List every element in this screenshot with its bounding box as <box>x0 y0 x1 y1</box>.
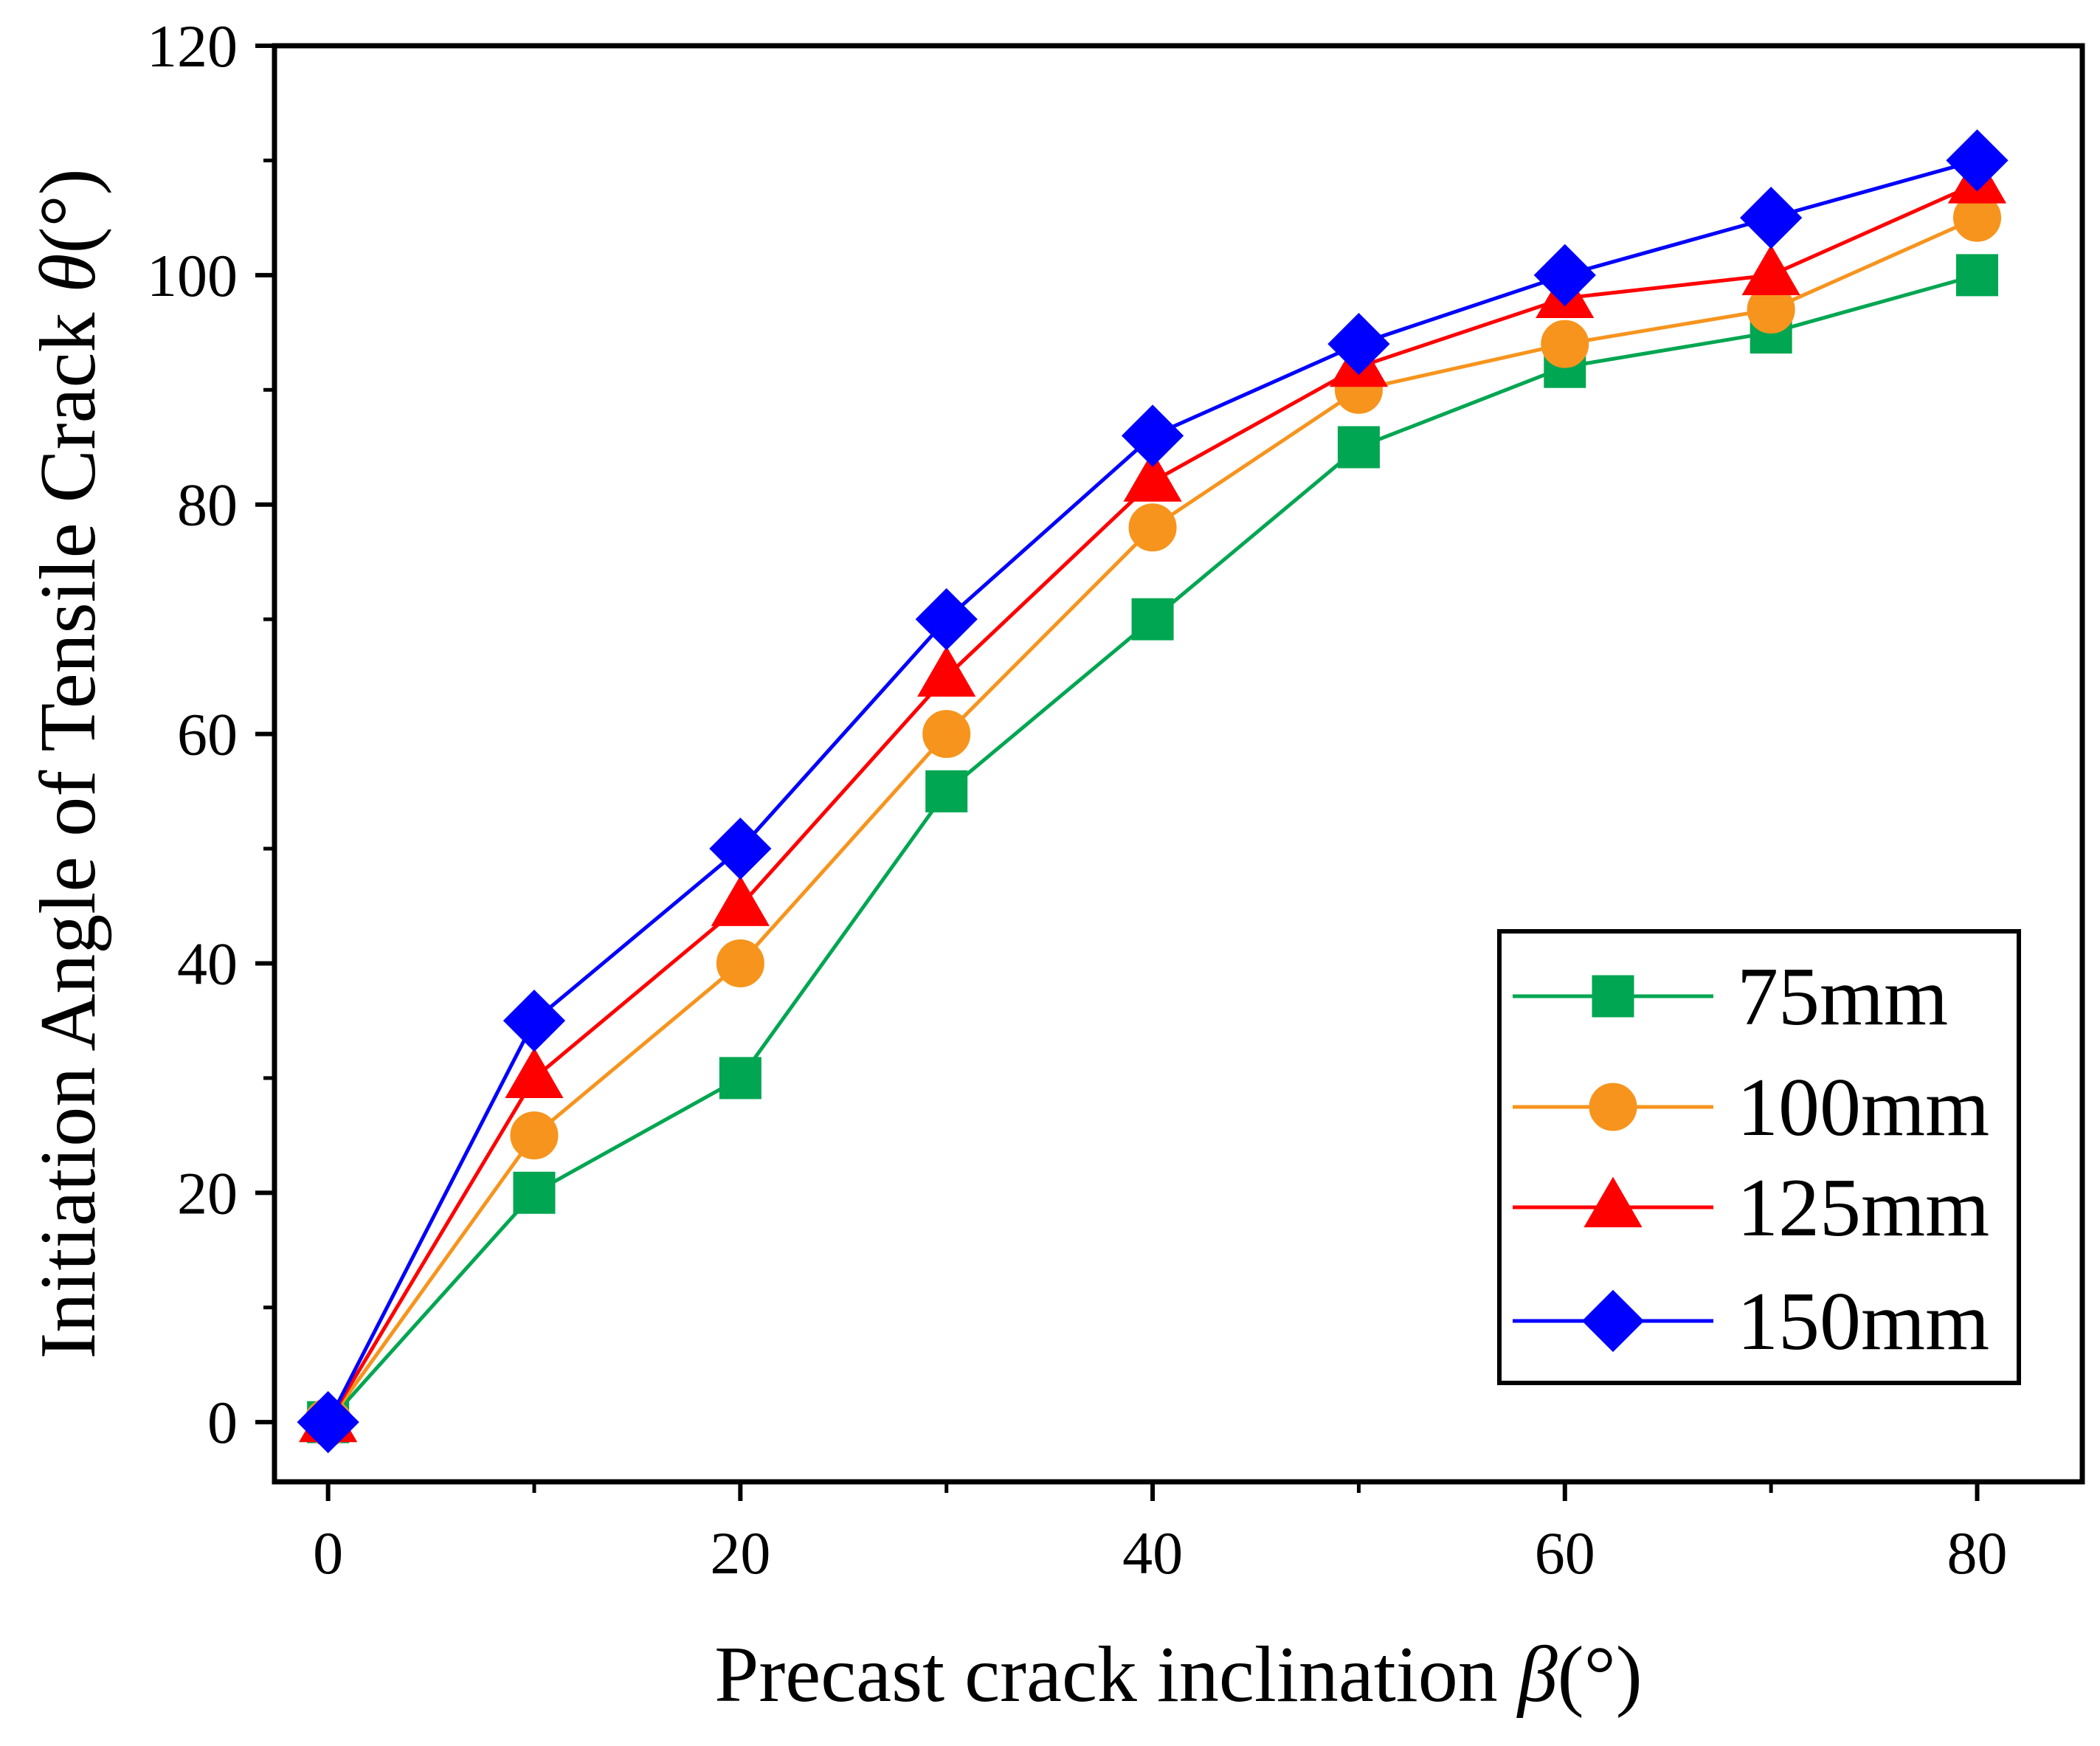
y-tick-label: 0 <box>207 1389 238 1456</box>
x-tick-label: 40 <box>1122 1519 1183 1587</box>
data-point <box>297 1391 359 1454</box>
y-tick-label: 20 <box>177 1159 238 1226</box>
x-tick-label: 60 <box>1535 1519 1595 1587</box>
legend-item: 150mm <box>1513 1276 1989 1367</box>
data-point <box>1337 426 1380 469</box>
data-point <box>1541 320 1589 368</box>
legend-marker <box>1581 1289 1645 1353</box>
legend-box <box>1497 929 2021 1385</box>
legend-marker <box>1592 975 1634 1018</box>
data-point <box>1123 451 1182 502</box>
legend-marker <box>1583 1176 1643 1228</box>
data-point <box>709 817 772 880</box>
data-point <box>1956 254 1999 297</box>
y-tick-label: 100 <box>147 242 238 309</box>
y-tick-label: 80 <box>177 472 238 539</box>
y-tick-label: 60 <box>177 701 238 768</box>
data-point <box>505 1047 564 1098</box>
y-tick-label: 40 <box>177 930 238 997</box>
legend-item: 100mm <box>1513 1062 1989 1153</box>
data-point <box>1740 187 1803 249</box>
data-point <box>1946 129 2009 192</box>
legend-marker <box>1589 1083 1637 1131</box>
data-point <box>1128 503 1177 552</box>
data-point <box>925 770 968 812</box>
legend-label: 125mm <box>1737 1162 1989 1254</box>
data-point <box>915 588 978 651</box>
data-point <box>1121 404 1184 467</box>
data-point <box>711 875 770 926</box>
data-point <box>922 710 971 759</box>
plot-frame <box>272 43 2085 1485</box>
data-point <box>1741 244 1800 295</box>
data-point <box>510 1111 559 1160</box>
data-point <box>1533 244 1596 306</box>
data-point <box>917 646 976 697</box>
legend-label: 150mm <box>1737 1276 1989 1367</box>
legend-item: 125mm <box>1513 1162 1989 1254</box>
series-layer <box>297 129 2009 1454</box>
y-tick-label: 120 <box>147 13 238 80</box>
legend-label: 75mm <box>1737 951 1948 1043</box>
x-axis-title: Precast crack inclination β(°) <box>714 1631 1642 1719</box>
series-150mm <box>297 129 2009 1454</box>
data-point <box>513 1171 556 1214</box>
legend-item: 75mm <box>1513 951 1948 1043</box>
axes: 0 20 40 60 80 0 20 40 60 80 100 120 <box>147 13 2085 1587</box>
data-point <box>719 1057 761 1100</box>
data-point <box>1327 313 1390 376</box>
x-tick-label: 0 <box>313 1519 343 1587</box>
data-point <box>716 939 764 987</box>
data-point <box>502 990 566 1052</box>
legend-label: 100mm <box>1737 1062 1989 1153</box>
data-point <box>1131 598 1174 641</box>
x-tick-label: 20 <box>710 1519 770 1587</box>
x-tick-label: 80 <box>1947 1519 2008 1587</box>
y-axis-title: Initiation Angle of Tensile Crack θ(°) <box>24 168 112 1359</box>
